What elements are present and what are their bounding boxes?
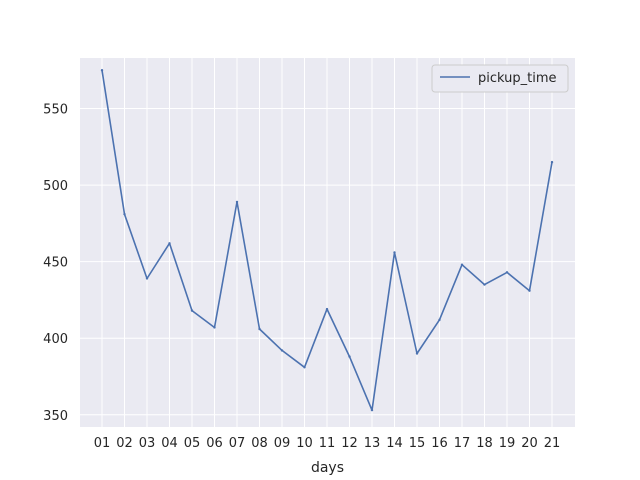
data-point xyxy=(438,318,441,322)
grid xyxy=(80,58,575,427)
data-point xyxy=(550,160,554,164)
legend: pickup_time xyxy=(431,64,569,93)
legend-label: pickup_time xyxy=(478,71,557,86)
legend-box xyxy=(431,64,569,93)
x-tick-label: 10 xyxy=(296,436,313,451)
data-point xyxy=(505,271,509,274)
data-point xyxy=(303,366,306,369)
x-tick-label: 04 xyxy=(161,436,178,451)
x-tick-label: 16 xyxy=(431,436,448,451)
data-point xyxy=(280,349,284,352)
x-tick-label: 05 xyxy=(184,436,201,451)
data-point xyxy=(258,327,261,331)
x-tick-label: 19 xyxy=(499,436,516,451)
y-tick-label: 450 xyxy=(43,256,68,271)
data-point xyxy=(393,251,396,254)
x-tick-label: 18 xyxy=(476,436,493,451)
data-point xyxy=(100,69,104,72)
y-tick-label: 550 xyxy=(43,103,68,118)
x-tick-label: 09 xyxy=(274,436,291,451)
data-point xyxy=(168,242,171,245)
y-tick-label: 400 xyxy=(43,332,68,347)
x-tick-label: 02 xyxy=(116,436,133,451)
x-tick-label: 03 xyxy=(139,436,156,451)
data-point xyxy=(483,283,486,286)
data-point xyxy=(123,212,126,216)
x-tick-label: 01 xyxy=(94,436,111,451)
x-tick-label: 21 xyxy=(544,436,561,451)
data-point xyxy=(235,200,239,204)
data-point xyxy=(528,289,531,292)
x-tick-label: 08 xyxy=(251,436,268,451)
x-tick-label: 13 xyxy=(364,436,381,451)
x-tick-label: 12 xyxy=(341,436,358,451)
data-point xyxy=(370,408,374,412)
data-point xyxy=(145,277,149,280)
x-tick-label: 11 xyxy=(319,436,336,451)
data-point xyxy=(190,309,194,312)
x-axis-label: days xyxy=(311,460,344,476)
series-layer xyxy=(100,69,554,412)
y-tick-labels: 350 400 450 500 550 xyxy=(43,103,68,424)
x-tick-label: 06 xyxy=(206,436,223,451)
x-tick-label: 07 xyxy=(229,436,246,451)
x-tick-label: 15 xyxy=(409,436,426,451)
x-tick-labels: 01 02 03 04 05 06 07 08 09 10 11 12 13 14 15 16 17 18 19 20… xyxy=(94,436,561,451)
data-point xyxy=(213,326,216,329)
x-tick-label: 14 xyxy=(386,436,403,451)
x-tick-label: 20 xyxy=(521,436,538,451)
data-point xyxy=(415,352,419,355)
y-tick-label: 500 xyxy=(43,179,68,194)
x-tick-label: 17 xyxy=(454,436,471,451)
data-point xyxy=(460,263,464,266)
y-tick-label: 350 xyxy=(43,409,68,424)
data-point xyxy=(325,307,329,311)
data-point xyxy=(348,355,351,358)
